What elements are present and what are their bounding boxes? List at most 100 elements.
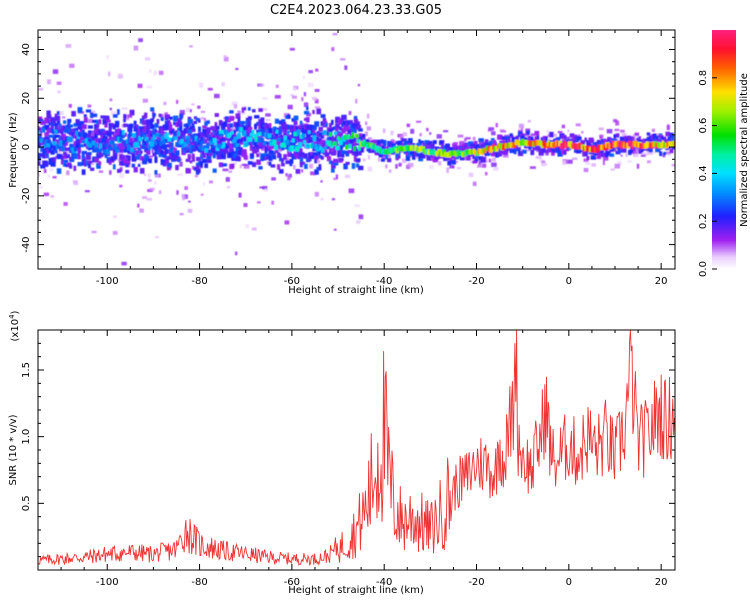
heatmap-cell (429, 149, 432, 155)
heatmap-cell (117, 128, 121, 134)
heatmap-cell (152, 144, 157, 150)
heatmap-cell (368, 137, 372, 140)
heatmap-cell (349, 139, 354, 144)
heatmap-cell (304, 153, 308, 159)
heatmap-cell (337, 151, 340, 158)
heatmap-cell (186, 138, 190, 145)
spectrogram-xtick-label: 20 (655, 276, 668, 287)
heatmap-cell (209, 140, 214, 145)
heatmap-cell (65, 140, 68, 146)
heatmap-cell (478, 160, 482, 166)
heatmap-cell (198, 126, 201, 133)
heatmap-cell (358, 145, 361, 151)
heatmap-cell (589, 147, 592, 153)
heatmap-cell (343, 134, 347, 140)
heatmap-cell (222, 148, 226, 153)
heatmap-cell (183, 194, 188, 199)
heatmap-cell (665, 131, 671, 137)
heatmap-cell (355, 163, 360, 168)
heatmap-cell (154, 170, 158, 175)
heatmap-cell (267, 133, 272, 138)
heatmap-cell (55, 143, 59, 150)
heatmap-cell (482, 143, 487, 147)
heatmap-cell (331, 164, 336, 169)
heatmap-cell (44, 139, 48, 145)
heatmap-cell (422, 148, 426, 154)
heatmap-cell (216, 151, 222, 158)
heatmap-cell (243, 137, 247, 143)
heatmap-cell (331, 137, 336, 141)
heatmap-cell (227, 127, 231, 132)
heatmap-cell (607, 137, 611, 141)
heatmap-cell (251, 129, 255, 134)
heatmap-cell (354, 204, 361, 208)
heatmap-cell (56, 125, 61, 130)
heatmap-cell (160, 159, 166, 166)
heatmap-cell (119, 184, 123, 188)
heatmap-cell (315, 159, 320, 164)
heatmap-cell (285, 173, 288, 177)
heatmap-cell (287, 175, 291, 181)
heatmap-cell (264, 188, 268, 192)
heatmap-cell (333, 126, 336, 131)
heatmap-cell (85, 109, 92, 113)
heatmap-cell (358, 165, 364, 171)
heatmap-cell (212, 138, 217, 143)
heatmap-cell (123, 117, 130, 121)
heatmap-cell (69, 164, 73, 169)
heatmap-cell (281, 147, 285, 151)
heatmap-cell (43, 168, 47, 173)
heatmap-cell (123, 118, 126, 123)
heatmap-cell (605, 148, 608, 153)
heatmap-cell (141, 160, 148, 165)
heatmap-cell (154, 129, 158, 133)
heatmap-cell (66, 151, 70, 155)
spectrogram-xtick-label: -80 (191, 276, 207, 287)
heatmap-cell (279, 153, 282, 158)
heatmap-cell (144, 132, 148, 137)
heatmap-cell (46, 110, 51, 116)
heatmap-cell (179, 110, 185, 115)
heatmap-cell (478, 138, 484, 142)
heatmap-cell (416, 120, 422, 123)
heatmap-cell (52, 134, 57, 140)
heatmap-cell (402, 132, 408, 137)
heatmap-cell (474, 140, 478, 147)
heatmap-cell (154, 123, 159, 128)
heatmap-cell (302, 75, 305, 80)
heatmap-cell (269, 140, 274, 146)
heatmap-cell (310, 171, 317, 176)
spectrogram-xtick-label: -60 (284, 276, 300, 287)
heatmap-cell (235, 67, 239, 70)
heatmap-cell (96, 119, 100, 125)
heatmap-cell (110, 111, 117, 116)
heatmap-cell (458, 150, 462, 156)
heatmap-cell (191, 103, 195, 106)
spectrogram-heatmap (38, 33, 675, 266)
heatmap-cell (121, 261, 127, 266)
heatmap-cell (347, 150, 353, 154)
heatmap-cell (362, 139, 366, 145)
heatmap-cell (298, 142, 303, 149)
heatmap-cell (277, 137, 281, 142)
heatmap-cell (235, 156, 241, 162)
heatmap-cell (395, 141, 399, 145)
heatmap-cell (388, 153, 391, 158)
heatmap-cell (119, 144, 124, 150)
heatmap-cell (463, 145, 467, 149)
heatmap-cell (416, 153, 421, 157)
heatmap-cell (362, 137, 366, 142)
heatmap-cell (100, 115, 106, 119)
heatmap-cell (269, 158, 273, 164)
heatmap-cell (154, 156, 158, 162)
heatmap-cell (446, 168, 449, 173)
heatmap-cell (127, 114, 133, 118)
heatmap-cell (344, 65, 348, 70)
heatmap-cell (144, 140, 149, 146)
heatmap-cell (584, 137, 587, 142)
heatmap-cell (438, 161, 442, 166)
heatmap-cell (481, 153, 484, 157)
heatmap-cell (157, 134, 161, 138)
heatmap-cell (259, 84, 265, 87)
heatmap-cell (639, 142, 643, 149)
